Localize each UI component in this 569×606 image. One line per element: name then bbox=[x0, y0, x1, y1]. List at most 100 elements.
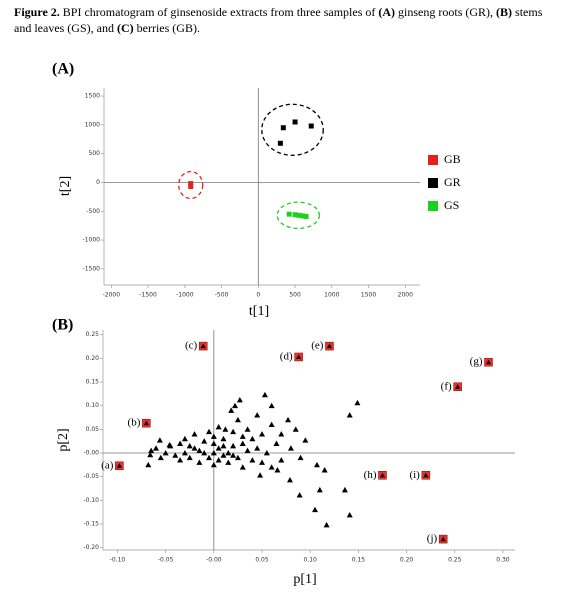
point bbox=[292, 212, 298, 218]
point bbox=[274, 467, 281, 473]
point-label: (g) bbox=[470, 356, 483, 368]
point bbox=[177, 440, 184, 446]
point bbox=[220, 435, 227, 442]
point bbox=[206, 454, 213, 461]
point bbox=[287, 445, 294, 451]
point bbox=[308, 123, 314, 129]
point bbox=[259, 459, 266, 465]
x-tick-label: 0.30 bbox=[496, 557, 510, 564]
point bbox=[354, 399, 361, 406]
point bbox=[341, 486, 348, 493]
point bbox=[249, 457, 256, 463]
point bbox=[215, 445, 222, 451]
x-axis-title: t[1] bbox=[249, 304, 269, 319]
confidence-ellipse bbox=[276, 201, 321, 230]
point bbox=[234, 416, 241, 423]
point-label: (a) bbox=[101, 459, 114, 471]
point bbox=[116, 463, 122, 468]
point bbox=[230, 428, 237, 435]
point bbox=[239, 440, 246, 446]
panel-label: (B) bbox=[52, 317, 73, 334]
y-tick-label: -0.00 bbox=[83, 450, 99, 457]
point bbox=[181, 435, 188, 442]
point bbox=[239, 433, 246, 439]
point bbox=[177, 457, 184, 463]
figure-caption: Figure 2. BPI chromatogram of ginsenosid… bbox=[14, 4, 559, 36]
point bbox=[302, 437, 309, 443]
point bbox=[303, 213, 309, 219]
point bbox=[210, 440, 217, 446]
point bbox=[423, 472, 429, 478]
caption-label: Figure 2. bbox=[14, 5, 60, 19]
x-tick-label: -0.10 bbox=[110, 557, 126, 564]
point bbox=[239, 464, 246, 470]
point bbox=[286, 211, 292, 217]
legend-swatch bbox=[428, 178, 438, 188]
point bbox=[254, 445, 261, 451]
point bbox=[220, 452, 227, 458]
point bbox=[259, 431, 266, 437]
y-tick-label: 0.15 bbox=[86, 379, 100, 386]
x-tick-label: -2000 bbox=[103, 292, 121, 299]
point bbox=[210, 461, 217, 468]
y-tick-label: -500 bbox=[86, 208, 100, 215]
point bbox=[323, 521, 330, 528]
x-tick-label: 1500 bbox=[361, 292, 376, 299]
confidence-ellipse bbox=[178, 170, 204, 200]
point bbox=[297, 454, 304, 461]
point bbox=[278, 431, 285, 437]
x-tick-label: 0 bbox=[256, 292, 260, 299]
y-tick-label: 0.20 bbox=[86, 355, 100, 362]
point bbox=[230, 452, 237, 458]
point bbox=[156, 437, 163, 443]
caption-text: ginseng roots (GR), bbox=[395, 5, 497, 19]
y-tick-label: -0.20 bbox=[83, 544, 99, 551]
point bbox=[196, 447, 203, 454]
point bbox=[234, 454, 241, 461]
point bbox=[296, 212, 302, 218]
point bbox=[210, 433, 217, 439]
x-tick-label: 2000 bbox=[398, 292, 413, 299]
point bbox=[186, 442, 193, 449]
y-axis-title: p[2] bbox=[56, 428, 71, 451]
y-tick-label: 0.05 bbox=[86, 426, 100, 433]
point bbox=[321, 467, 328, 473]
x-tick-label: 0.10 bbox=[304, 557, 318, 564]
x-tick-label: -500 bbox=[215, 292, 229, 299]
panel-label: (A) bbox=[52, 61, 74, 78]
point bbox=[172, 452, 179, 458]
y-axis-title: t[2] bbox=[58, 176, 73, 196]
point bbox=[485, 359, 492, 365]
y-tick-label: -1500 bbox=[83, 265, 101, 272]
point bbox=[346, 412, 353, 418]
point bbox=[225, 459, 232, 465]
point-label: (b) bbox=[128, 417, 141, 429]
point bbox=[277, 140, 283, 146]
y-tick-label: 0.10 bbox=[86, 402, 100, 409]
legend-label: GB bbox=[444, 152, 461, 166]
y-tick-label: -0.05 bbox=[83, 473, 99, 480]
point bbox=[292, 119, 298, 125]
point bbox=[244, 447, 251, 454]
y-tick-label: 1500 bbox=[85, 93, 100, 100]
x-tick-label: 0.15 bbox=[352, 557, 366, 564]
point bbox=[273, 440, 280, 446]
point bbox=[143, 420, 149, 426]
point bbox=[186, 454, 193, 461]
point bbox=[145, 461, 152, 468]
caption-text: (C) bbox=[116, 21, 134, 35]
y-tick-label: -1000 bbox=[83, 237, 101, 244]
point bbox=[200, 343, 206, 349]
x-tick-label: 0.05 bbox=[255, 557, 269, 564]
y-tick-label: 0.25 bbox=[86, 331, 100, 338]
x-tick-label: -0.00 bbox=[206, 557, 222, 564]
legend-swatch bbox=[428, 201, 438, 211]
caption-text: BPI chromatogram of ginsenoside extracts… bbox=[59, 5, 379, 19]
point bbox=[316, 486, 323, 493]
point bbox=[257, 472, 264, 478]
point bbox=[254, 412, 261, 418]
point-label: (d) bbox=[280, 350, 293, 362]
x-tick-label: -0.05 bbox=[158, 557, 174, 564]
point bbox=[285, 416, 292, 423]
point bbox=[313, 461, 320, 468]
